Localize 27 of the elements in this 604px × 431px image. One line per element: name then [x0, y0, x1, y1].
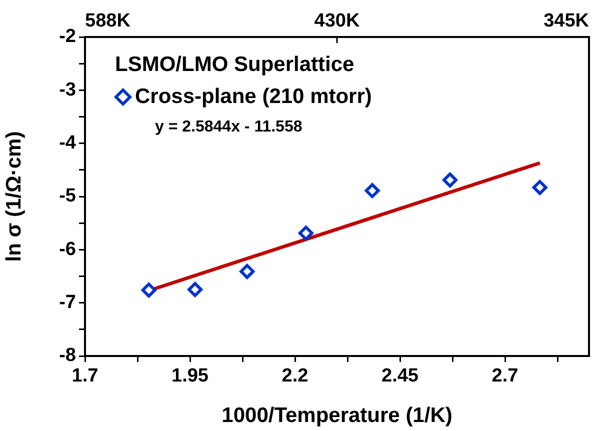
y-tick-label: -4 [59, 132, 76, 154]
text: 345K [544, 10, 590, 32]
y-tick-label: -6 [59, 238, 76, 260]
x-axis-title: 1000/Temperature (1/K) [222, 404, 452, 428]
legend-label: Cross-plane (210 mtorr) [135, 84, 372, 108]
x-tick-label: 1.95 [172, 366, 209, 387]
point [532, 180, 548, 195]
y-tick-label: -2 [59, 26, 76, 48]
x-tick-label: 1.7 [72, 366, 98, 387]
text: 588K [85, 10, 131, 32]
y-tick-label: -8 [59, 345, 76, 366]
point [364, 183, 380, 198]
annotation: y = 2.5844x - 11.558 [155, 118, 302, 136]
y-tick-label: -7 [59, 292, 76, 314]
point [442, 172, 458, 188]
legend-title: LSMO/LMO Superlattice [115, 52, 354, 76]
point [188, 282, 203, 298]
x-tick-label: 2.2 [282, 366, 308, 387]
text: 430K [314, 10, 360, 32]
point [141, 282, 156, 298]
y-axis-title: ln σ (1/Ω·cm) [2, 131, 26, 262]
point [240, 264, 255, 279]
point [298, 226, 314, 241]
y-tick-label: -5 [59, 186, 76, 207]
y-tick-label: -3 [59, 79, 76, 100]
x-tick-label: 2.7 [492, 366, 518, 387]
x-tick-label: 2.45 [382, 366, 419, 387]
